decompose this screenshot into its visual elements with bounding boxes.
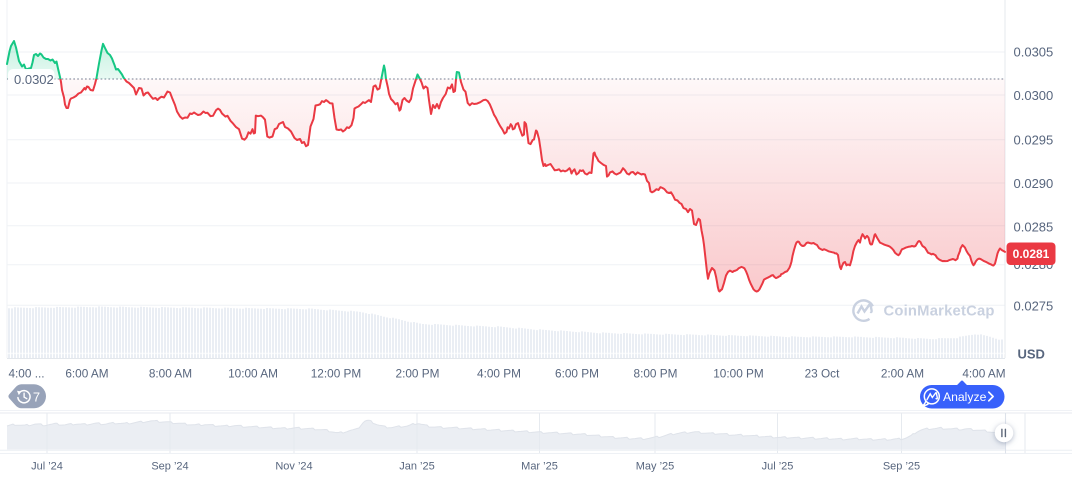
svg-text:Jan ’25: Jan ’25 xyxy=(399,460,434,472)
svg-text:Jul ’24: Jul ’24 xyxy=(31,460,63,472)
svg-text:Mar ’25: Mar ’25 xyxy=(521,460,558,472)
svg-text:Nov ’24: Nov ’24 xyxy=(275,460,312,472)
svg-text:6:00 PM: 6:00 PM xyxy=(555,366,599,380)
svg-text:Jul ’25: Jul ’25 xyxy=(762,460,794,472)
svg-text:0.0295: 0.0295 xyxy=(1014,133,1054,148)
svg-text:23 Oct: 23 Oct xyxy=(805,366,840,380)
svg-text:7: 7 xyxy=(33,390,40,405)
svg-text:May ’25: May ’25 xyxy=(636,460,675,472)
svg-text:8:00 PM: 8:00 PM xyxy=(634,366,678,380)
svg-text:CoinMarketCap: CoinMarketCap xyxy=(884,304,995,320)
svg-text:USD: USD xyxy=(1018,346,1045,361)
svg-text:0.0302: 0.0302 xyxy=(14,72,54,87)
svg-text:4:00 ...: 4:00 ... xyxy=(8,366,44,380)
svg-text:6:00 AM: 6:00 AM xyxy=(65,366,108,380)
svg-text:10:00 PM: 10:00 PM xyxy=(713,366,764,380)
svg-text:4:00 AM: 4:00 AM xyxy=(962,366,1005,380)
svg-text:0.0275: 0.0275 xyxy=(1014,298,1054,313)
svg-text:4:00 PM: 4:00 PM xyxy=(477,366,521,380)
svg-text:0.0285: 0.0285 xyxy=(1014,220,1054,235)
svg-text:12:00 PM: 12:00 PM xyxy=(311,366,362,380)
svg-text:0.0281: 0.0281 xyxy=(1013,247,1050,261)
svg-text:2:00 PM: 2:00 PM xyxy=(396,366,440,380)
svg-text:Sep ’25: Sep ’25 xyxy=(883,460,920,472)
svg-text:0.0300: 0.0300 xyxy=(1014,88,1054,103)
svg-text:10:00 AM: 10:00 AM xyxy=(228,366,278,380)
svg-text:0.0290: 0.0290 xyxy=(1014,176,1054,191)
svg-text:Analyze: Analyze xyxy=(943,390,987,404)
svg-text:Sep ’24: Sep ’24 xyxy=(151,460,188,472)
svg-text:2:00 AM: 2:00 AM xyxy=(881,366,924,380)
svg-text:8:00 AM: 8:00 AM xyxy=(149,366,192,380)
svg-text:0.0305: 0.0305 xyxy=(1014,44,1054,59)
